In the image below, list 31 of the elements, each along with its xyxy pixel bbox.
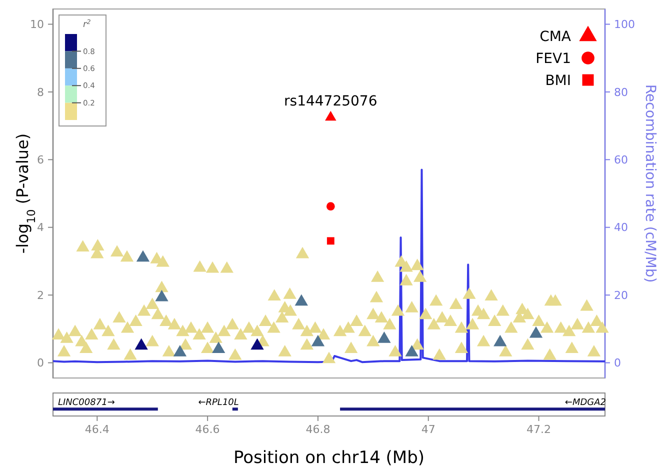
- y2-tick-label: 100: [614, 18, 635, 32]
- x-tick-label: 47: [421, 423, 436, 436]
- line-series: [52, 168, 606, 364]
- y2-tick-label: 60: [614, 153, 628, 166]
- y2-tick-label: 0: [614, 356, 621, 370]
- y2-axis-title: Recombination rate (cM/Mb): [642, 84, 658, 283]
- x-tick-label: 46.6: [195, 423, 220, 436]
- y2-tick-label: 40: [614, 221, 628, 234]
- x-axis-title: Position on chr14 (Mb): [233, 448, 425, 468]
- y-tick-label: 4: [37, 221, 44, 234]
- legend-label: BMI: [545, 72, 571, 89]
- bar: [53, 408, 158, 411]
- x-tick-label: 47.2: [526, 423, 552, 436]
- series-label: ←MDGA2: [564, 398, 606, 408]
- bar: [232, 408, 238, 411]
- x-tick-label: 46.4: [84, 423, 110, 436]
- y-tick-label: 2: [37, 288, 44, 302]
- series-label: ←RPL10L: [198, 398, 239, 408]
- legend-label: CMA: [540, 28, 572, 45]
- y-tick-label: 8: [37, 86, 44, 99]
- bar: [340, 408, 605, 411]
- y2-tick-label: 20: [614, 288, 628, 302]
- y2-tick-label: 80: [614, 86, 628, 99]
- annotation: r$^{2}$: [83, 18, 91, 30]
- y-tick-label: 0: [37, 356, 44, 370]
- y-tick-label: 10: [30, 18, 44, 32]
- y-tick-label: 6: [37, 153, 44, 166]
- annotation: rs144725076: [284, 93, 378, 110]
- legend-label: FEV1: [536, 50, 571, 67]
- series-label: LINC00871→: [58, 398, 116, 408]
- x-tick-label: 46.8: [306, 423, 330, 436]
